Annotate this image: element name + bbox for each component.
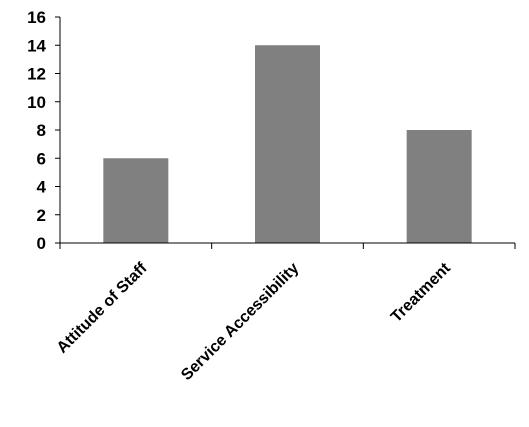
y-tick-label: 14: [27, 36, 46, 55]
y-tick-label: 12: [27, 65, 46, 84]
y-axis-ticks: 0 2 4 6 8 10 12 14 16: [27, 8, 60, 253]
x-tick-label: Treatment: [388, 259, 455, 326]
bar: [255, 45, 320, 243]
bar: [406, 130, 472, 243]
bar: [103, 158, 169, 243]
y-tick-label: 6: [37, 149, 46, 168]
y-tick-label: 10: [27, 93, 46, 112]
y-tick-label: 16: [27, 8, 46, 27]
x-tick-label: Attitude of Staff: [54, 259, 151, 356]
y-tick-label: 4: [37, 178, 47, 197]
x-tick-label: Service Accessibility: [178, 260, 302, 384]
y-tick-label: 8: [37, 121, 46, 140]
y-tick-label: 2: [37, 206, 46, 225]
bars: [103, 45, 472, 243]
y-tick-label: 0: [37, 234, 46, 253]
x-axis-labels: Attitude of Staff Service Accessibility Tr…: [54, 259, 455, 384]
x-axis-ticks: [59, 243, 516, 249]
